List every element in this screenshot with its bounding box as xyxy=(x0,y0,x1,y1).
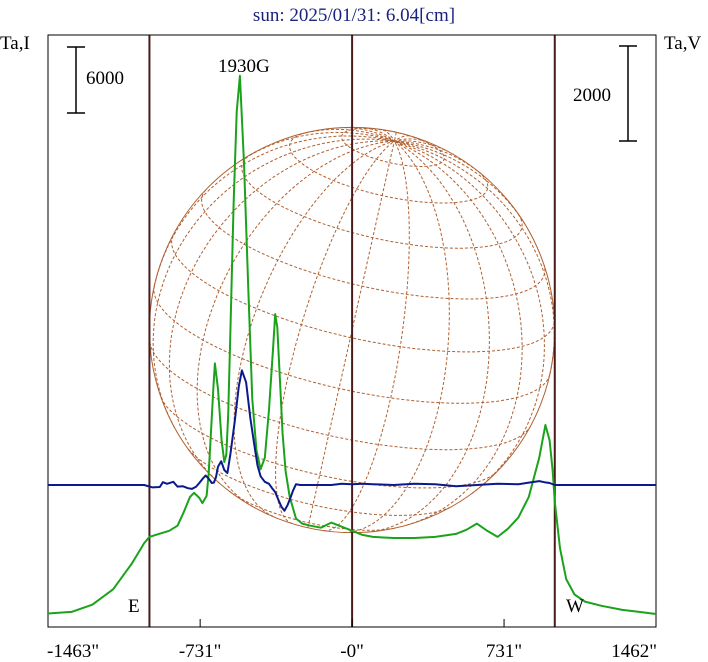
x-axis-ticks: -1463" -731" -0" 731" 1462" xyxy=(47,619,657,662)
disk-longitude-line xyxy=(394,138,427,142)
disk-longitude-line xyxy=(343,140,450,533)
disk-latitude-line xyxy=(171,235,555,353)
left-scale-bar-label: 6000 xyxy=(86,68,124,89)
disk-longitude-line xyxy=(394,140,526,225)
x-tick-label: 1462" xyxy=(611,641,657,662)
disk-longitude-line xyxy=(152,138,395,428)
right-scale-bar xyxy=(619,45,637,142)
west-label: W xyxy=(566,596,584,617)
disk-longitude-line xyxy=(394,140,523,526)
disk-longitude-line xyxy=(168,140,395,484)
disk-longitude-line xyxy=(275,140,395,525)
peak-annotation: 1930G xyxy=(218,56,270,77)
disk-longitude-line xyxy=(153,135,395,286)
disk-longitude-line xyxy=(394,135,410,142)
disk-longitude-line xyxy=(394,140,446,151)
limb-markers xyxy=(148,35,556,627)
x-tick-label: 731" xyxy=(486,641,522,662)
disk-longitude-line xyxy=(307,140,395,528)
disk-longitude-line xyxy=(323,140,410,532)
stokes-v-curve xyxy=(48,369,656,512)
disk-longitude-line xyxy=(394,140,545,495)
stokes-i-curve xyxy=(47,74,657,615)
curves xyxy=(47,74,657,615)
disk-latitude-line xyxy=(188,448,450,516)
x-tick-label: -1463" xyxy=(47,641,99,662)
disk-latitude-line xyxy=(341,128,445,167)
chart-title: sun: 2025/01/31: 6.04[cm] xyxy=(253,5,455,26)
disk-longitude-line xyxy=(344,127,395,142)
disk-longitude-line xyxy=(366,140,490,533)
right-scale-bar-label: 2000 xyxy=(573,85,611,106)
x-tick-label: -731" xyxy=(179,641,222,662)
disk-latitude-line xyxy=(149,342,531,451)
disk-longitude-line xyxy=(365,127,395,142)
disk-longitude-line xyxy=(240,131,395,162)
right-axis-label: Ta,V xyxy=(664,33,701,54)
solar-disk-grid xyxy=(148,126,556,534)
disk-longitude-line xyxy=(233,140,395,518)
disk-longitude-line xyxy=(393,132,397,142)
left-axis-label: Ta,I xyxy=(0,33,30,54)
disk-longitude-line xyxy=(382,129,395,142)
left-scale-bar xyxy=(67,46,85,114)
disk-longitude-line xyxy=(196,140,395,508)
east-label: E xyxy=(128,596,140,617)
x-tick-label: -0" xyxy=(340,641,364,662)
